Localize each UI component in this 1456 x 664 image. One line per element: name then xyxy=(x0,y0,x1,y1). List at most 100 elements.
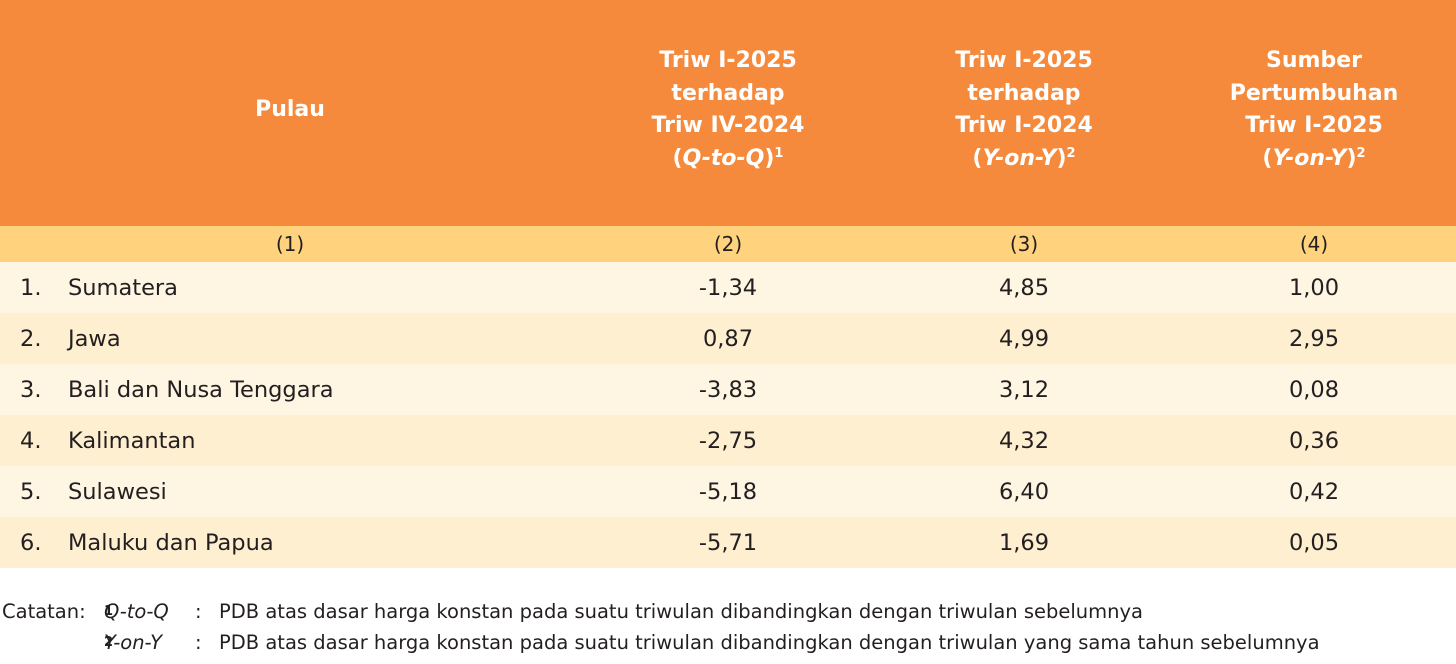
cell-qtoq: -5,18 xyxy=(580,466,876,517)
value-sumber: 0,42 xyxy=(1288,478,1340,505)
note-line: Catatan: 1 Q-to-Q : PDB atas dasar harga … xyxy=(0,596,1456,627)
column-number-4: (4) xyxy=(1172,226,1456,262)
header-yony-line-2: terhadap xyxy=(967,80,1081,106)
row-number: 3. xyxy=(20,376,42,403)
header-qtoq-line-1: Triw I-2025 xyxy=(659,48,797,73)
note-sup: 2 xyxy=(104,635,114,650)
value-yony: 4,85 xyxy=(998,274,1050,301)
notes-label: Catatan: xyxy=(2,600,86,623)
cell-pulau: 6. Maluku dan Papua xyxy=(0,517,580,568)
note-separator: : xyxy=(195,631,202,654)
table-row: 6. Maluku dan Papua -5,71 1,69 0,05 xyxy=(0,517,1456,568)
header-yony-abbr: Y-on-Y xyxy=(982,145,1057,171)
cell-yony: 4,32 xyxy=(876,415,1172,466)
header-sumber: Sumber Pertumbuhan Triw I-2025 (Y-on-Y)2 xyxy=(1172,0,1456,226)
header-yony: Triw I-2025 terhadap Triw I-2024 (Y-on-Y… xyxy=(876,0,1172,226)
header-sumber-abbr: Y-on-Y xyxy=(1272,145,1347,171)
cell-pulau: 4. Kalimantan xyxy=(0,415,580,466)
value-yony: 6,40 xyxy=(998,478,1050,505)
table-row: 2. Jawa 0,87 4,99 2,95 xyxy=(0,313,1456,364)
cell-yony: 6,40 xyxy=(876,466,1172,517)
cell-yony: 4,99 xyxy=(876,313,1172,364)
cell-yony: 3,12 xyxy=(876,364,1172,415)
cell-sumber: 2,95 xyxy=(1172,313,1456,364)
value-sumber: 1,00 xyxy=(1288,274,1340,301)
row-number: 4. xyxy=(20,427,42,454)
row-pulau-name: Sumatera xyxy=(68,274,178,301)
value-qtoq: -5,71 xyxy=(698,529,758,556)
column-number-2: (2) xyxy=(580,226,876,262)
table-notes: Catatan: 1 Q-to-Q : PDB atas dasar harga … xyxy=(0,596,1456,658)
header-qtoq-abbr: Q-to-Q xyxy=(682,145,765,171)
cell-qtoq: 0,87 xyxy=(580,313,876,364)
row-pulau-name: Kalimantan xyxy=(68,427,196,454)
header-pulau: Pulau xyxy=(0,0,580,226)
row-pulau-name: Sulawesi xyxy=(68,478,167,505)
column-number-row: (1) (2) (3) (4) xyxy=(0,226,1456,262)
note-sup: 1 xyxy=(104,604,114,619)
cell-pulau: 1. Sumatera xyxy=(0,262,580,313)
header-pulau-label: Pulau xyxy=(255,97,325,122)
row-number: 2. xyxy=(20,325,42,352)
note-line: 2 Y-on-Y : PDB atas dasar harga konstan p… xyxy=(0,627,1456,658)
cell-pulau: 5. Sulawesi xyxy=(0,466,580,517)
value-qtoq: -2,75 xyxy=(698,427,758,454)
note-term: Y-on-Y xyxy=(104,631,163,654)
row-number: 1. xyxy=(20,274,42,301)
cell-qtoq: -5,71 xyxy=(580,517,876,568)
header-sumber-line-1: Sumber xyxy=(1266,48,1362,73)
cell-sumber: 0,08 xyxy=(1172,364,1456,415)
value-yony: 1,69 xyxy=(998,529,1050,556)
value-yony: 3,12 xyxy=(998,376,1050,403)
cell-qtoq: -3,83 xyxy=(580,364,876,415)
value-qtoq: -1,34 xyxy=(698,274,758,301)
note-text: PDB atas dasar harga konstan pada suatu … xyxy=(219,631,1320,654)
header-qtoq-sup: 1 xyxy=(774,145,784,161)
table-header-row: Pulau Triw I-2025 terhadap Triw IV-2024 … xyxy=(0,0,1456,226)
cell-qtoq: -1,34 xyxy=(580,262,876,313)
column-number-3: (3) xyxy=(876,226,1172,262)
cell-sumber: 0,42 xyxy=(1172,466,1456,517)
value-qtoq: -5,18 xyxy=(698,478,758,505)
value-yony: 4,32 xyxy=(998,427,1050,454)
row-number: 6. xyxy=(20,529,42,556)
note-text: PDB atas dasar harga konstan pada suatu … xyxy=(219,600,1144,623)
table-row: 4. Kalimantan -2,75 4,32 0,36 xyxy=(0,415,1456,466)
cell-sumber: 0,05 xyxy=(1172,517,1456,568)
cell-pulau: 2. Jawa xyxy=(0,313,580,364)
note-term: Q-to-Q xyxy=(104,600,169,623)
row-pulau-name: Maluku dan Papua xyxy=(68,529,274,556)
value-sumber: 0,08 xyxy=(1288,376,1340,403)
gdp-growth-table: Pulau Triw I-2025 terhadap Triw IV-2024 … xyxy=(0,0,1456,568)
cell-qtoq: -2,75 xyxy=(580,415,876,466)
value-sumber: 0,05 xyxy=(1288,529,1340,556)
cell-yony: 4,85 xyxy=(876,262,1172,313)
table-row: 1. Sumatera -1,34 4,85 1,00 xyxy=(0,262,1456,313)
table-row: 3. Bali dan Nusa Tenggara -3,83 3,12 0,08 xyxy=(0,364,1456,415)
value-yony: 4,99 xyxy=(998,325,1050,352)
header-qtoq: Triw I-2025 terhadap Triw IV-2024 (Q-to-… xyxy=(580,0,876,226)
table-row: 5. Sulawesi -5,18 6,40 0,42 xyxy=(0,466,1456,517)
value-sumber: 0,36 xyxy=(1288,427,1340,454)
column-number-1: (1) xyxy=(0,226,580,262)
row-pulau-name: Jawa xyxy=(68,325,121,352)
cell-sumber: 1,00 xyxy=(1172,262,1456,313)
header-sumber-line-3: Triw I-2025 xyxy=(1245,113,1383,138)
gdp-growth-table-container: Pulau Triw I-2025 terhadap Triw IV-2024 … xyxy=(0,0,1456,568)
row-pulau-name: Bali dan Nusa Tenggara xyxy=(68,376,334,403)
cell-yony: 1,69 xyxy=(876,517,1172,568)
row-number: 5. xyxy=(20,478,42,505)
header-yony-line-1: Triw I-2025 xyxy=(955,48,1093,73)
value-sumber: 2,95 xyxy=(1288,325,1340,352)
header-sumber-sup: 2 xyxy=(1356,145,1366,161)
cell-sumber: 0,36 xyxy=(1172,415,1456,466)
header-qtoq-line-3: Triw IV-2024 xyxy=(651,113,805,138)
header-yony-line-3: Triw I-2024 xyxy=(955,113,1093,138)
header-yony-sup: 2 xyxy=(1066,145,1076,161)
note-separator: : xyxy=(195,600,202,623)
header-sumber-line-2: Pertumbuhan xyxy=(1229,80,1399,106)
header-qtoq-line-2: terhadap xyxy=(671,80,785,106)
cell-pulau: 3. Bali dan Nusa Tenggara xyxy=(0,364,580,415)
value-qtoq: -3,83 xyxy=(698,376,758,403)
value-qtoq: 0,87 xyxy=(702,325,754,352)
